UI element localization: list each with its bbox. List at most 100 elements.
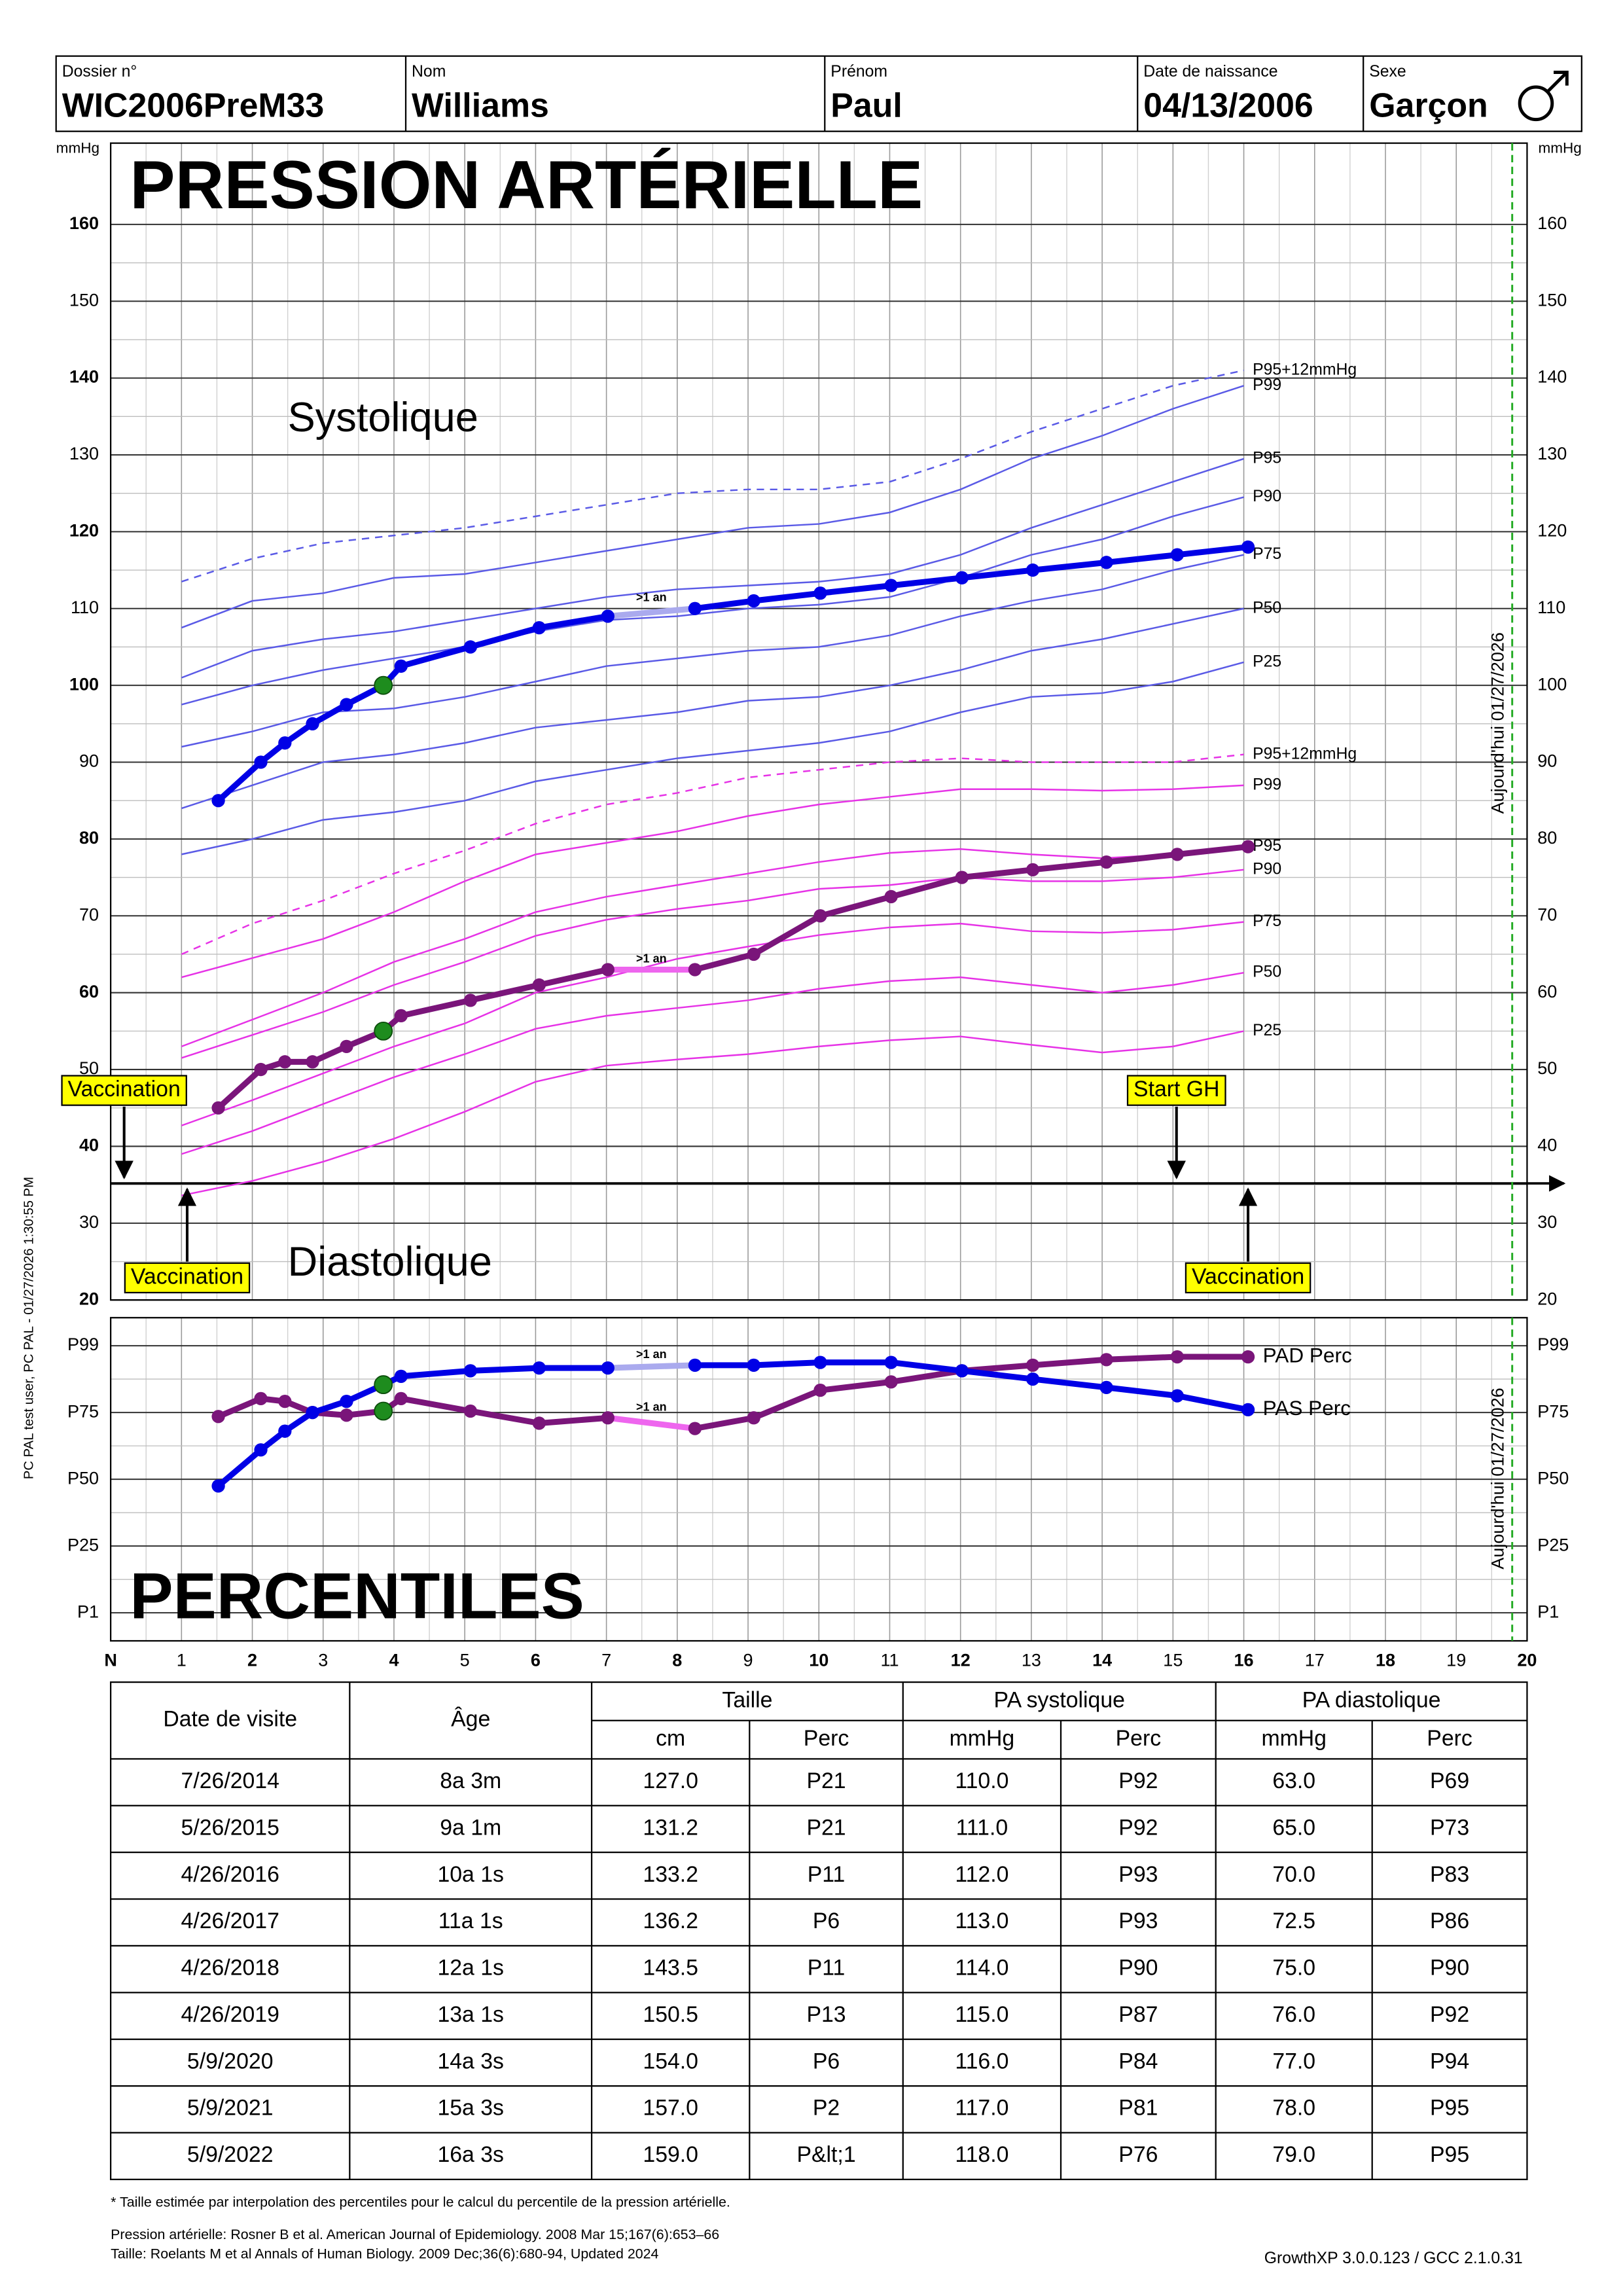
table-cell: P81 xyxy=(1118,2096,1158,2121)
table-cell: 77.0 xyxy=(1272,2049,1315,2073)
data-point xyxy=(278,1055,292,1069)
y-tick-label-right: 20 xyxy=(1537,1289,1557,1308)
series-label: PAS Perc xyxy=(1263,1396,1351,1420)
data-point xyxy=(813,909,827,923)
x-tick-label: 11 xyxy=(880,1651,899,1670)
reference-curve xyxy=(181,385,1244,629)
data-point xyxy=(688,601,702,615)
reference-curve xyxy=(181,369,1244,583)
data-point xyxy=(463,994,477,1007)
table-cell: 116.0 xyxy=(955,2049,1008,2073)
table-frame xyxy=(109,1681,1528,2181)
data-point xyxy=(688,1422,702,1435)
y-tick-label-right: 100 xyxy=(1537,674,1567,694)
table-cell: 14a 3s xyxy=(437,2049,503,2073)
event-box xyxy=(61,1075,187,1106)
measured-line xyxy=(216,1365,608,1488)
chart-frame xyxy=(109,1317,1528,1642)
data-point xyxy=(254,1062,268,1077)
data-point xyxy=(394,1009,408,1023)
data-point xyxy=(1026,863,1040,877)
data-point xyxy=(1099,1380,1113,1395)
reference-curve xyxy=(181,869,1244,1059)
x-tick-label: 17 xyxy=(1305,1651,1325,1670)
reference-curve xyxy=(181,457,1244,679)
table-cell: P21 xyxy=(806,1815,846,1840)
series-label: P99 xyxy=(1253,776,1281,793)
data-point xyxy=(340,1394,353,1408)
table-cell: 117.0 xyxy=(955,2096,1008,2121)
table-cell: P86 xyxy=(1430,1909,1469,1933)
measured-line xyxy=(217,1395,609,1426)
column-subheader: cm xyxy=(656,1726,685,1751)
data-point xyxy=(813,1383,827,1397)
reference-curve xyxy=(181,661,1244,855)
table-cell: 114.0 xyxy=(955,1956,1008,1981)
data-point xyxy=(1026,1358,1040,1372)
chart-title: PERCENTILES xyxy=(130,1560,584,1632)
data-point xyxy=(884,1355,898,1369)
y-tick-label: 160 xyxy=(69,213,99,233)
series-label: P95 xyxy=(1253,837,1281,855)
x-tick-label: 2 xyxy=(247,1651,257,1670)
y-tick-label: 120 xyxy=(69,521,99,541)
y-tick-label-right: 150 xyxy=(1537,290,1567,310)
series-label: P95+12mmHg xyxy=(1253,361,1357,378)
table-cell: 4/26/2018 xyxy=(181,1956,279,1981)
table-cell: 154.0 xyxy=(643,2049,698,2073)
table-cell: P21 xyxy=(806,1768,846,1793)
table-cell: P11 xyxy=(808,1956,846,1981)
data-point xyxy=(601,1361,615,1375)
data-point xyxy=(813,1355,827,1369)
table-cell: 5/9/2022 xyxy=(187,2142,274,2167)
series-label: P50 xyxy=(1253,599,1281,617)
y-tick-label: 60 xyxy=(79,982,99,1001)
table-cell: 118.0 xyxy=(955,2142,1008,2167)
table-cell: P92 xyxy=(1118,1768,1158,1793)
y-tick-label: 90 xyxy=(79,751,99,771)
table-cell: P69 xyxy=(1430,1768,1469,1793)
data-point xyxy=(254,755,268,769)
x-tick-label: 6 xyxy=(531,1651,541,1670)
reference-curve xyxy=(181,784,1244,978)
highlight-point xyxy=(374,1021,393,1041)
data-point xyxy=(884,889,898,904)
chart-title: PRESSION ARTÉRIELLE xyxy=(130,147,923,223)
y-tick-label-right: 50 xyxy=(1537,1058,1557,1078)
table-cell: 127.0 xyxy=(643,1768,698,1793)
chart-frame xyxy=(109,142,1528,1301)
y-tick-label-right: 110 xyxy=(1537,598,1565,617)
table-cell: 11a 1s xyxy=(438,1909,503,1933)
highlight-point xyxy=(374,675,393,695)
y-tick-label-right: P25 xyxy=(1537,1535,1569,1554)
field-value: 04/13/2006 xyxy=(1143,86,1313,124)
table-cell: 133.2 xyxy=(643,1862,698,1887)
table-cell: P93 xyxy=(1118,1862,1158,1887)
table-cell: 72.5 xyxy=(1272,1909,1315,1933)
y-tick-label: P25 xyxy=(67,1535,99,1554)
y-tick-label-right: 80 xyxy=(1537,828,1557,848)
table-cell: 111.0 xyxy=(956,1815,1008,1840)
x-tick-label: 7 xyxy=(601,1651,611,1670)
data-point xyxy=(1026,1372,1040,1386)
y-tick-label: P50 xyxy=(67,1468,99,1488)
x-tick-label: 10 xyxy=(809,1651,829,1670)
reference-curve xyxy=(181,1030,1244,1196)
y-tick-label: 30 xyxy=(79,1212,99,1232)
field-label: Prénom xyxy=(830,63,887,81)
column-subheader: Perc xyxy=(804,1726,849,1751)
y-tick-label-right: 160 xyxy=(1537,213,1567,233)
field-label: Date de naissance xyxy=(1143,63,1277,81)
series-label: P75 xyxy=(1253,545,1281,563)
event-label: Vaccination xyxy=(131,1264,243,1289)
data-point xyxy=(1170,548,1184,562)
gap-segment xyxy=(607,1414,696,1432)
table-cell: 143.5 xyxy=(643,1956,698,1981)
data-point xyxy=(278,1394,292,1408)
series-label: P99 xyxy=(1253,376,1281,394)
table-cell: P92 xyxy=(1430,2002,1469,2027)
data-point xyxy=(1241,540,1255,554)
table-cell: P2 xyxy=(813,2096,840,2121)
column-header: Âge xyxy=(451,1707,490,1732)
table-cell: 78.0 xyxy=(1272,2096,1315,2121)
